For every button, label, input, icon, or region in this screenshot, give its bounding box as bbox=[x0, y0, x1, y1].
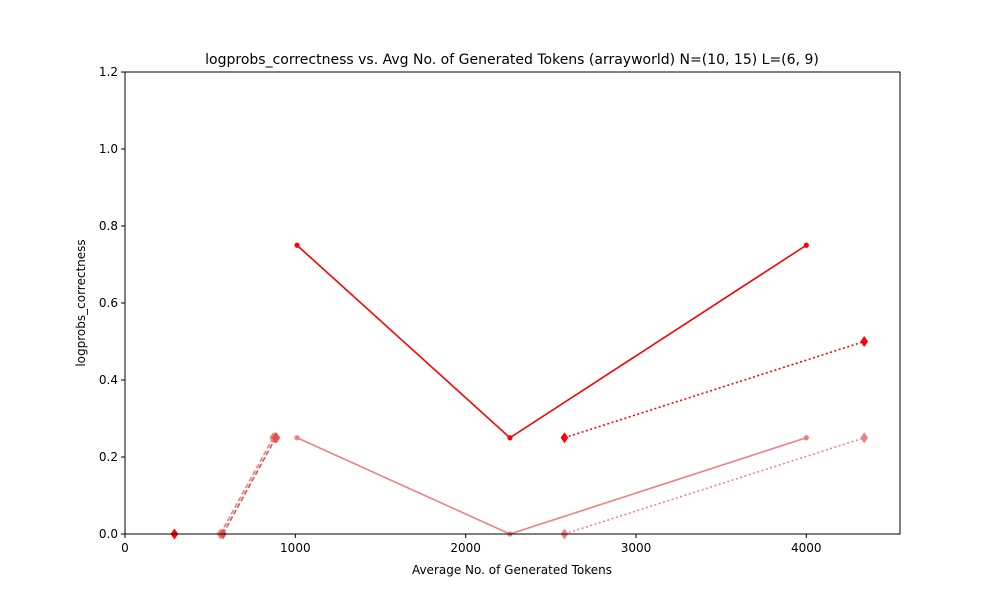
y-tick-label: 1.0 bbox=[99, 142, 118, 156]
series-2 bbox=[560, 336, 869, 444]
y-tick-label: 0.8 bbox=[99, 219, 118, 233]
series-line bbox=[222, 437, 277, 535]
data-point bbox=[271, 432, 280, 444]
data-point bbox=[860, 336, 869, 347]
series-0 bbox=[294, 242, 809, 441]
x-axis: 0 1000 2000 3000 4000 bbox=[121, 534, 822, 555]
y-axis-label: logprobs_correctness bbox=[74, 239, 88, 366]
y-axis: 0.0 0.2 0.4 0.6 0.8 1.0 1.2 bbox=[99, 65, 125, 541]
y-tick-label: 0.6 bbox=[99, 296, 118, 310]
y-tick-label: 0.2 bbox=[99, 450, 118, 464]
x-tick-label: 2000 bbox=[450, 541, 481, 555]
data-point bbox=[294, 435, 300, 441]
y-tick-label: 1.2 bbox=[99, 65, 118, 79]
x-tick-label: 4000 bbox=[791, 541, 822, 555]
chart-title: logprobs_correctness vs. Avg No. of Gene… bbox=[205, 52, 819, 68]
y-tick-label: 0.4 bbox=[99, 373, 118, 387]
data-point bbox=[507, 435, 513, 441]
x-axis-label: Average No. of Generated Tokens bbox=[412, 563, 612, 577]
series-line bbox=[564, 340, 865, 439]
y-tick-label: 0.0 bbox=[99, 527, 118, 541]
data-point bbox=[294, 242, 300, 248]
data-point bbox=[803, 435, 809, 441]
series-line bbox=[219, 436, 277, 535]
x-tick-label: 0 bbox=[121, 541, 129, 555]
data-point bbox=[803, 242, 809, 248]
x-tick-label: 3000 bbox=[621, 541, 652, 555]
data-point bbox=[860, 432, 869, 444]
data-point bbox=[560, 432, 569, 444]
series-line bbox=[564, 436, 865, 535]
x-tick-label: 1000 bbox=[280, 541, 311, 555]
